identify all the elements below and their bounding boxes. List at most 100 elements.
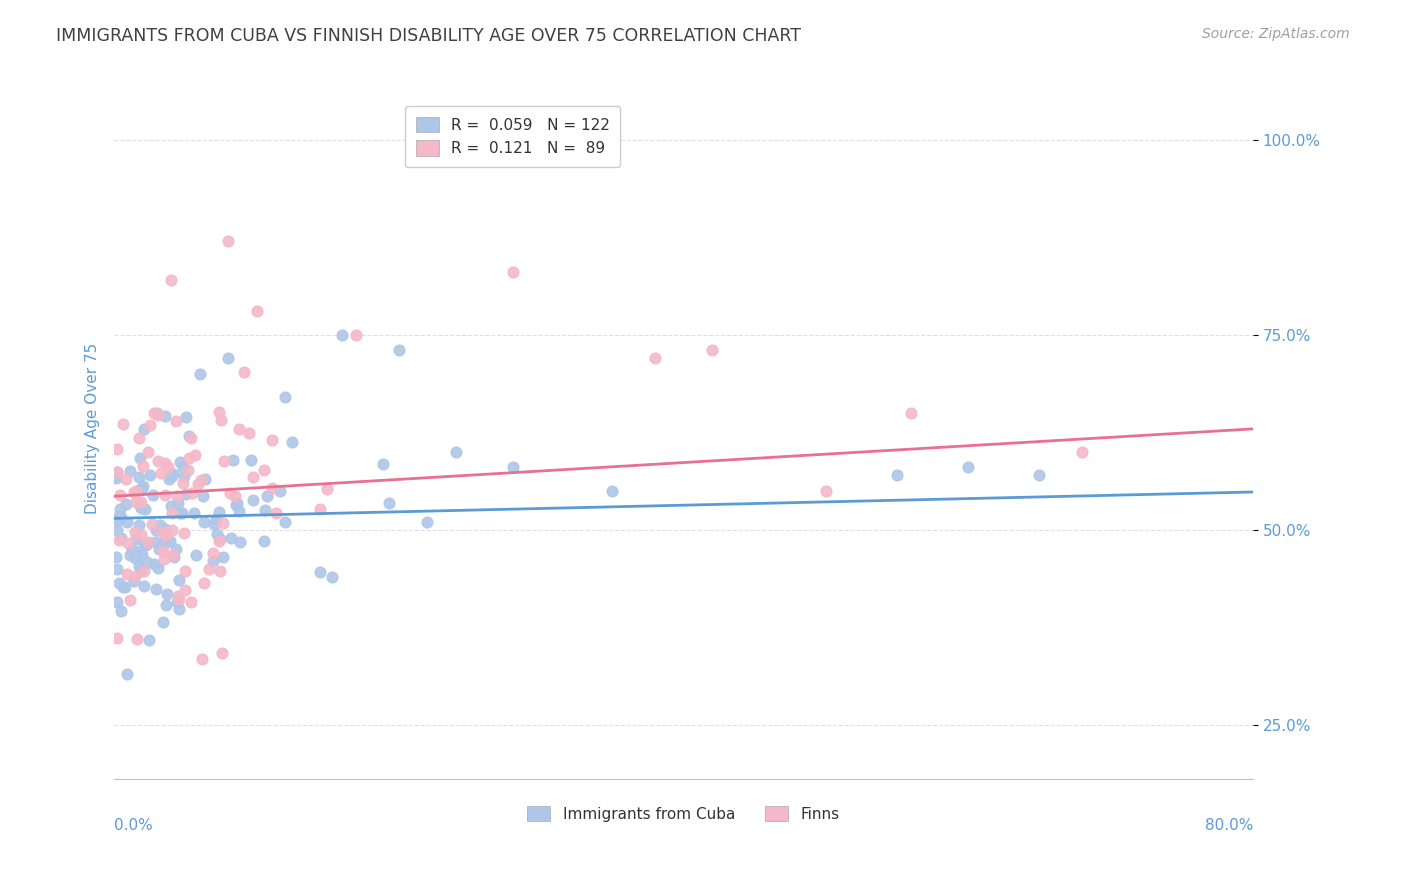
Point (191, 652, 214, 666)
Point (205, 512, 228, 526)
Point (219, 485, 242, 500)
Point (156, 587, 179, 601)
Point (174, 409, 197, 424)
Point (110, 603, 132, 617)
Point (217, 234, 239, 248)
Point (105, 466, 128, 480)
Point (180, 594, 202, 608)
Point (143, 535, 166, 549)
Point (308, 566, 330, 580)
Point (132, 479, 155, 493)
Point (115, 496, 138, 510)
Point (132, 578, 155, 592)
Point (281, 434, 304, 449)
Point (136, 444, 159, 458)
Point (108, 509, 131, 524)
Point (134, 422, 156, 436)
Point (162, 549, 184, 564)
Point (134, 502, 156, 516)
Point (105, 561, 128, 575)
Point (371, 458, 394, 472)
Point (148, 408, 170, 422)
Point (388, 343, 411, 358)
Point (104, 471, 127, 485)
Point (166, 496, 188, 510)
Point (240, 453, 263, 467)
Point (121, 543, 143, 558)
Point (155, 528, 177, 542)
Point (225, 495, 247, 509)
Point (167, 591, 190, 606)
Point (155, 598, 177, 612)
Point (125, 487, 148, 501)
Point (202, 546, 225, 560)
Point (253, 533, 276, 548)
Point (173, 526, 195, 541)
Point (211, 549, 233, 564)
Point (602, 483, 624, 498)
Point (134, 537, 156, 551)
Point (177, 451, 200, 466)
Point (146, 453, 169, 467)
Point (212, 454, 235, 468)
Point (169, 506, 191, 520)
Point (165, 414, 187, 428)
Point (172, 475, 194, 490)
Point (266, 506, 288, 520)
Point (238, 425, 260, 440)
Point (160, 468, 183, 483)
Point (202, 516, 225, 531)
Point (143, 557, 166, 571)
Point (105, 469, 128, 483)
Point (128, 431, 150, 445)
Point (444, 444, 467, 458)
Point (108, 502, 131, 516)
Point (177, 462, 200, 476)
Point (136, 555, 159, 569)
Point (208, 533, 231, 547)
Point (177, 429, 200, 443)
Point (105, 631, 128, 645)
Point (416, 515, 439, 529)
Point (131, 549, 153, 563)
Point (166, 595, 188, 609)
Point (502, 265, 524, 279)
Point (128, 559, 150, 574)
Point (229, 535, 252, 549)
Point (125, 533, 148, 547)
Point (309, 502, 332, 516)
Point (219, 531, 242, 545)
Point (193, 489, 215, 503)
Point (155, 409, 177, 423)
Point (145, 582, 167, 596)
Text: 80.0%: 80.0% (1205, 818, 1253, 833)
Point (274, 390, 297, 404)
Point (190, 473, 212, 487)
Point (139, 417, 162, 432)
Point (141, 516, 163, 531)
Point (157, 472, 180, 486)
Point (107, 513, 129, 527)
Point (152, 524, 174, 539)
Point (167, 589, 190, 603)
Point (167, 602, 190, 616)
Point (118, 464, 141, 478)
Point (149, 466, 172, 480)
Point (129, 495, 152, 509)
Point (125, 632, 148, 646)
Point (118, 593, 141, 607)
Point (142, 488, 165, 502)
Point (165, 541, 187, 556)
Point (173, 469, 195, 483)
Point (156, 460, 179, 475)
Y-axis label: Disability Age Over 75: Disability Age Over 75 (86, 343, 100, 514)
Point (128, 544, 150, 558)
Point (1071, 444, 1094, 458)
Point (180, 431, 202, 445)
Point (155, 456, 177, 470)
Point (114, 580, 136, 594)
Point (131, 528, 153, 542)
Point (170, 506, 193, 520)
Point (180, 485, 202, 500)
Point (209, 564, 232, 578)
